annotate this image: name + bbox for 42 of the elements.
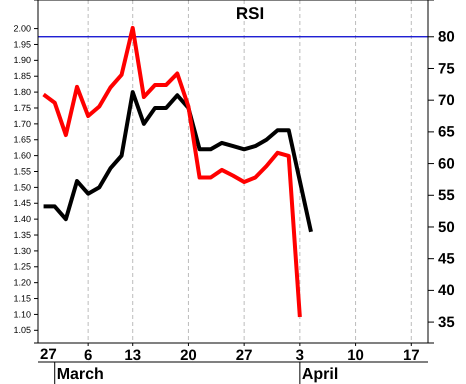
- y2-tick-label: 65: [438, 124, 455, 141]
- y-tick-label: 1.35: [13, 230, 31, 240]
- y-tick-label: 1.05: [13, 325, 31, 336]
- y-tick-label: 1.80: [13, 86, 31, 97]
- x-tick-label: 6: [84, 347, 92, 364]
- y-tick-label: 1.50: [13, 182, 31, 192]
- y2-tick-label: 40: [438, 282, 455, 300]
- y2-tick-label: 55: [438, 187, 455, 204]
- y2-tick-label: 45: [438, 250, 455, 268]
- y-tick-label: 1.60: [13, 150, 31, 160]
- line-series: [42, 90, 313, 234]
- x-tick-label: 3: [296, 347, 304, 364]
- y-tick-label: 1.95: [13, 39, 31, 50]
- y-tick-label: 1.70: [13, 118, 31, 129]
- x-tick-label: 27: [236, 347, 252, 364]
- y-tick-label: 1.15: [13, 293, 31, 304]
- y2-tick-label: 80: [438, 28, 455, 46]
- y-tick-label: 1.75: [13, 102, 31, 113]
- y-tick-label: 1.55: [13, 166, 31, 176]
- text: March: [56, 366, 104, 383]
- x-tick-label: 17: [402, 347, 420, 364]
- y-tick-label: 1.90: [13, 55, 31, 66]
- x-tick-label: 10: [347, 347, 364, 364]
- x-tick-label: 13: [124, 347, 142, 364]
- y-tick-label: 2.00: [13, 23, 31, 34]
- y-tick-label: 1.45: [13, 198, 31, 208]
- y2-tick-label: 60: [438, 155, 455, 172]
- y2-tick-label: 75: [438, 60, 455, 78]
- x-tick-label: 20: [180, 347, 197, 364]
- y2-tick-label: 70: [438, 92, 455, 109]
- y-tick-label: 1.85: [13, 71, 31, 82]
- y-tick-label: 1.10: [13, 309, 31, 320]
- y2-tick-label: 50: [438, 218, 455, 236]
- chart-title: RSI: [236, 4, 264, 23]
- y-tick-label: 1.65: [13, 134, 31, 145]
- y2-tick-label: 35: [438, 314, 455, 331]
- text: April: [302, 366, 338, 383]
- y-tick-label: 1.25: [13, 262, 31, 272]
- y-tick-label: 1.40: [13, 214, 31, 224]
- y-tick-label: 1.20: [13, 278, 31, 288]
- line-series: [42, 26, 302, 320]
- y-tick-label: 1.30: [13, 246, 31, 256]
